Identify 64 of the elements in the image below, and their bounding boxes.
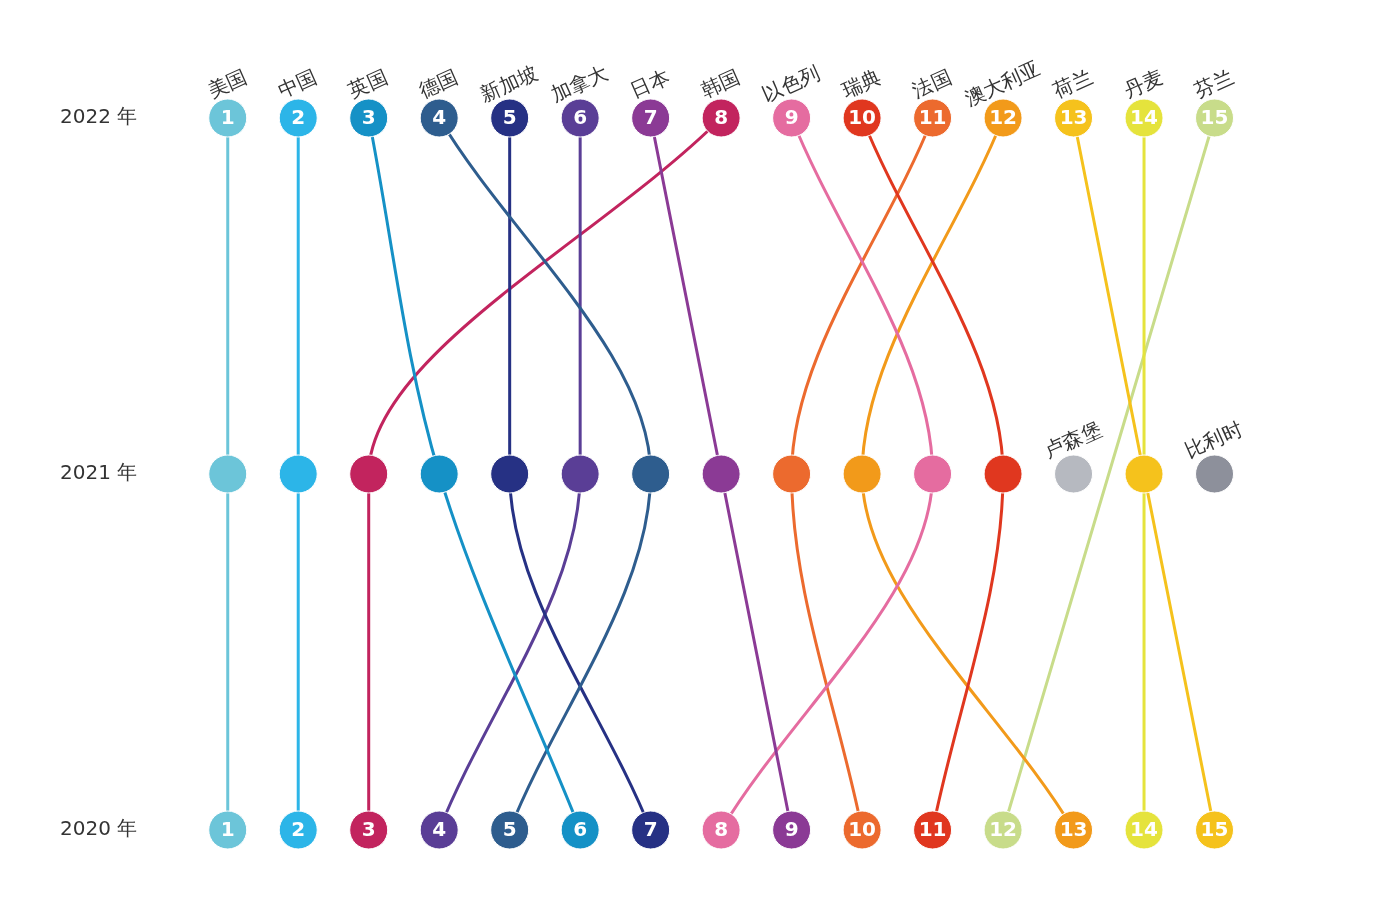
data-label: 7 [643, 105, 658, 130]
point [983, 454, 1023, 494]
y-tick-label: 2022 年 [59, 104, 138, 129]
text: 比利时 [1181, 416, 1247, 463]
text: 丹麦 [1120, 64, 1167, 103]
text: 美国 [203, 64, 251, 103]
text: 新加坡 [476, 60, 542, 107]
point [208, 454, 248, 494]
text: 日本 [626, 64, 673, 103]
text: 韩国 [697, 64, 744, 103]
data-label: 3 [361, 105, 376, 130]
data-label: 5 [502, 817, 517, 842]
data-label: 10 [848, 105, 877, 130]
point [913, 454, 953, 494]
text: 英国 [344, 64, 392, 103]
point [560, 454, 600, 494]
text: 荷兰 [1049, 64, 1096, 103]
point [208, 810, 248, 850]
data-label: 9 [784, 105, 799, 130]
point [278, 454, 318, 494]
y-tick-label: 2021 年 [59, 460, 138, 485]
point [772, 454, 812, 494]
data-label: 12 [989, 817, 1017, 842]
point [842, 454, 882, 494]
data-label: 7 [643, 817, 658, 842]
point [631, 810, 671, 850]
text: 芬兰 [1190, 64, 1237, 103]
y-tick-label: 2020 年 [59, 816, 138, 841]
data-label: 15 [1200, 817, 1229, 842]
data-label: 11 [918, 105, 947, 130]
data-label: 13 [1059, 817, 1088, 842]
data-label: 15 [1200, 105, 1229, 130]
text: 中国 [274, 64, 321, 103]
data-label: 3 [361, 817, 376, 842]
data-label: 8 [714, 817, 729, 842]
point [1124, 454, 1164, 494]
data-label: 10 [848, 817, 877, 842]
text: 法国 [908, 64, 955, 103]
text: 瑞典 [838, 64, 885, 103]
point [631, 454, 671, 494]
point [701, 454, 741, 494]
data-label: 2 [291, 817, 306, 842]
data-label: 5 [502, 105, 517, 130]
data-label: 14 [1130, 105, 1158, 130]
point [490, 454, 530, 494]
data-label: 11 [918, 817, 947, 842]
data-label: 13 [1059, 105, 1088, 130]
data-label: 9 [784, 817, 799, 842]
point [349, 454, 389, 494]
data-label: 4 [432, 105, 447, 130]
text: 加拿大 [547, 60, 612, 107]
data-label: 2 [291, 105, 306, 130]
data-label: 14 [1130, 817, 1158, 842]
text: 卢森堡 [1040, 416, 1106, 463]
data-label: 8 [714, 105, 729, 130]
data-label: 1 [220, 817, 235, 842]
data-label: 6 [573, 105, 588, 130]
text: 德国 [415, 64, 462, 103]
data-label: 6 [573, 817, 588, 842]
point [419, 454, 459, 494]
data-label: 1 [220, 105, 235, 130]
text: 以色列 [758, 60, 824, 107]
data-label: 4 [432, 817, 447, 842]
point [349, 810, 389, 850]
